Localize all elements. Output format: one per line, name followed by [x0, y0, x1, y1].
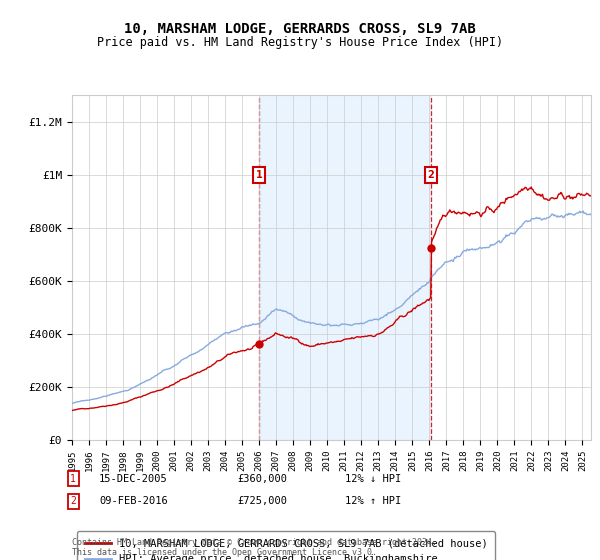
Text: Contains HM Land Registry data © Crown copyright and database right 2024.
This d: Contains HM Land Registry data © Crown c…: [72, 538, 437, 557]
Text: Price paid vs. HM Land Registry's House Price Index (HPI): Price paid vs. HM Land Registry's House …: [97, 36, 503, 49]
Text: £725,000: £725,000: [237, 496, 287, 506]
Text: 12% ↑ HPI: 12% ↑ HPI: [345, 496, 401, 506]
Text: 2: 2: [70, 496, 76, 506]
Text: 12% ↓ HPI: 12% ↓ HPI: [345, 474, 401, 484]
Legend: 10, MARSHAM LODGE, GERRARDS CROSS, SL9 7AB (detached house), HPI: Average price,: 10, MARSHAM LODGE, GERRARDS CROSS, SL9 7…: [77, 531, 495, 560]
Text: 1: 1: [70, 474, 76, 484]
Text: 09-FEB-2016: 09-FEB-2016: [99, 496, 168, 506]
Text: 10, MARSHAM LODGE, GERRARDS CROSS, SL9 7AB: 10, MARSHAM LODGE, GERRARDS CROSS, SL9 7…: [124, 22, 476, 36]
Text: 15-DEC-2005: 15-DEC-2005: [99, 474, 168, 484]
Text: £360,000: £360,000: [237, 474, 287, 484]
Text: 2: 2: [428, 170, 434, 180]
Text: 1: 1: [256, 170, 263, 180]
